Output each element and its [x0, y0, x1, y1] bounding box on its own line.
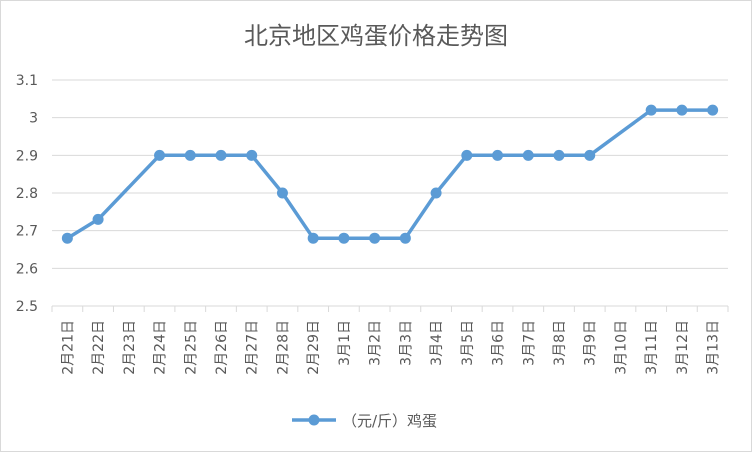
data-point-4 [184, 149, 196, 161]
data-point-7 [276, 187, 288, 199]
data-point-1 [92, 213, 104, 225]
data-point-13 [461, 149, 473, 161]
y-tick-label: 2.8 [16, 186, 38, 202]
data-point-8 [307, 232, 319, 244]
y-tick-label: 2.7 [16, 224, 38, 240]
chart-title: 北京地区鸡蛋价格走势图 [244, 22, 508, 50]
x-tick-label: 3月8日 [552, 320, 568, 366]
data-point-20 [676, 104, 688, 116]
x-tick-label: 3月6日 [491, 320, 507, 366]
data-point-21 [707, 104, 719, 116]
data-point-11 [399, 232, 411, 244]
data-point-12 [430, 187, 442, 199]
x-tick-label: 3月12日 [675, 320, 691, 375]
x-tick-label: 3月9日 [583, 320, 599, 366]
x-tick-label: 3月3日 [398, 320, 414, 366]
data-point-14 [492, 149, 504, 161]
x-tick-label: 2月22日 [91, 320, 107, 375]
series-line [65, 108, 715, 240]
x-tick-label: 3月13日 [706, 320, 722, 375]
y-tick-label: 3.1 [16, 73, 38, 89]
x-tick-label: 2月23日 [122, 320, 138, 375]
x-tick-label: 2月27日 [245, 320, 261, 375]
data-point-5 [215, 149, 227, 161]
x-tick-label: 2月21日 [60, 320, 76, 375]
legend-label: （元/斤）鸡蛋 [342, 412, 437, 430]
y-tick-label: 2.6 [16, 261, 38, 277]
y-axis-ticks: 2.5 2.6 2.7 2.8 2.9 3 3.1 [16, 73, 38, 315]
x-tick-label: 3月4日 [429, 320, 445, 366]
x-tick-label: 3月11日 [644, 320, 660, 375]
x-axis-ticks: 2月21日 2月22日 2月23日 2月24日 2月25日 2月26日 2月27日 2月28日… [60, 320, 721, 375]
data-point-0 [61, 232, 73, 244]
x-tick-label: 3月2日 [368, 320, 384, 366]
data-point-19 [645, 104, 657, 116]
x-tick-label: 2月29日 [306, 320, 322, 375]
legend-marker-swatch [308, 414, 320, 426]
x-tick-label: 3月10日 [613, 320, 629, 375]
x-tick-label: 3月7日 [521, 320, 537, 366]
x-tick-label: 3月1日 [337, 320, 353, 366]
x-tick-label: 3月5日 [460, 320, 476, 366]
legend[interactable]: （元/斤）鸡蛋 [292, 412, 437, 430]
x-tick-label: 2月26日 [214, 320, 230, 375]
data-point-15 [522, 149, 534, 161]
data-point-3 [154, 149, 166, 161]
x-tick-label: 2月24日 [153, 320, 169, 375]
data-point-6 [246, 149, 258, 161]
x-axis [51, 305, 729, 312]
y-tick-label: 2.5 [16, 299, 38, 315]
x-tick-label: 2月28日 [275, 320, 291, 375]
series-egg-price [61, 104, 719, 244]
data-point-9 [338, 232, 350, 244]
gridlines [52, 79, 728, 269]
x-tick-label: 2月25日 [183, 320, 199, 375]
y-tick-label: 3 [29, 111, 38, 127]
data-point-10 [369, 232, 381, 244]
data-point-16 [553, 149, 565, 161]
y-tick-label: 2.9 [16, 148, 38, 164]
data-point-17 [584, 149, 596, 161]
